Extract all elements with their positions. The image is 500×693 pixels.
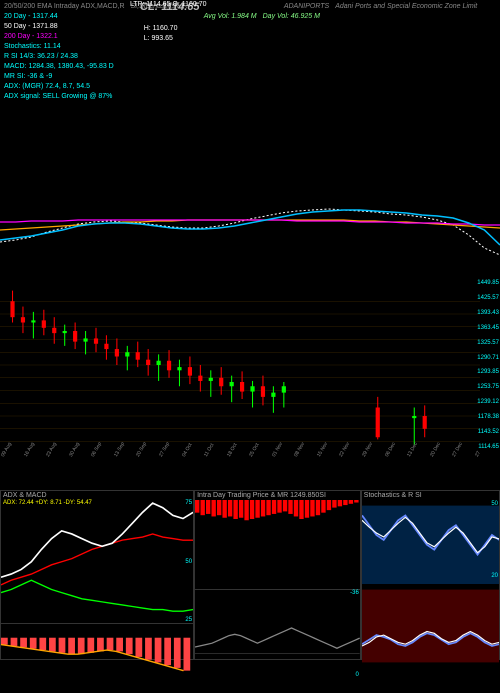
intraday-line-svg	[195, 590, 360, 679]
macd-svg	[1, 624, 193, 693]
company-name: Adani Ports and Special Economic Zone Li…	[335, 2, 477, 12]
day-vol: Day Vol: 46.925 M	[263, 12, 320, 22]
intraday-panel: Intra Day Trading Price & MR 1249.850SI …	[194, 490, 361, 660]
price-axis: 1449.851425.571393.431363.451325.571290.…	[470, 280, 500, 450]
ema-chart-panel	[0, 70, 500, 260]
ltp-value: LTP: 1114.65 O: 1160.70	[130, 0, 207, 9]
intraday-title: Intra Day Trading Price & MR 1249.850SI	[195, 491, 360, 500]
d50-label: 50 Day - 1371.88	[4, 22, 496, 32]
d200-label: 200 Day - 1322.1	[4, 32, 114, 42]
symbol: ADANIPORTS	[284, 2, 329, 12]
low-value: L: 993.65	[144, 34, 178, 44]
adx-macd-panel: ADX & MACD ADX: 72.44 +DY: 8.71 -DY: 54.…	[0, 490, 194, 660]
stoch-svg	[362, 500, 499, 668]
indicator-row: ADX & MACD ADX: 72.44 +DY: 8.71 -DY: 54.…	[0, 490, 500, 660]
d20-label: 20 Day - 1317.44	[4, 12, 58, 22]
adx-svg	[1, 500, 193, 623]
stoch-scale: 5020	[484, 501, 498, 579]
date-axis: 09 Aug16 Aug23 Aug30 Aug06 Sep13 Sep20 S…	[0, 455, 480, 479]
intraday-scale: -360	[345, 590, 359, 679]
adx-subtitle: ADX: 72.44 +DY: 8.71 -DY: 54.47	[3, 500, 92, 506]
stochastics-panel: Stochastics & R SI 5020	[361, 490, 500, 660]
high-value: H: 1160.70	[144, 24, 178, 34]
stoch-label: Stochastics: 11.14	[4, 42, 114, 52]
stoch-title: Stochastics & R SI	[362, 491, 499, 500]
ema-lines-svg	[0, 70, 500, 260]
adx-title: ADX & MACD	[3, 492, 47, 499]
adx-scale: 755025	[178, 500, 192, 623]
intraday-bars-svg	[195, 500, 360, 589]
ema-label: 20/50/200 EMA Intraday ADX,MACD,R	[4, 2, 125, 12]
avg-vol: Avg Vol: 1.984 M	[204, 12, 257, 22]
candlestick-svg	[0, 280, 480, 450]
candlestick-panel	[0, 280, 480, 450]
rsi-label: R SI 14/3: 36.23 / 24.38	[4, 52, 114, 62]
